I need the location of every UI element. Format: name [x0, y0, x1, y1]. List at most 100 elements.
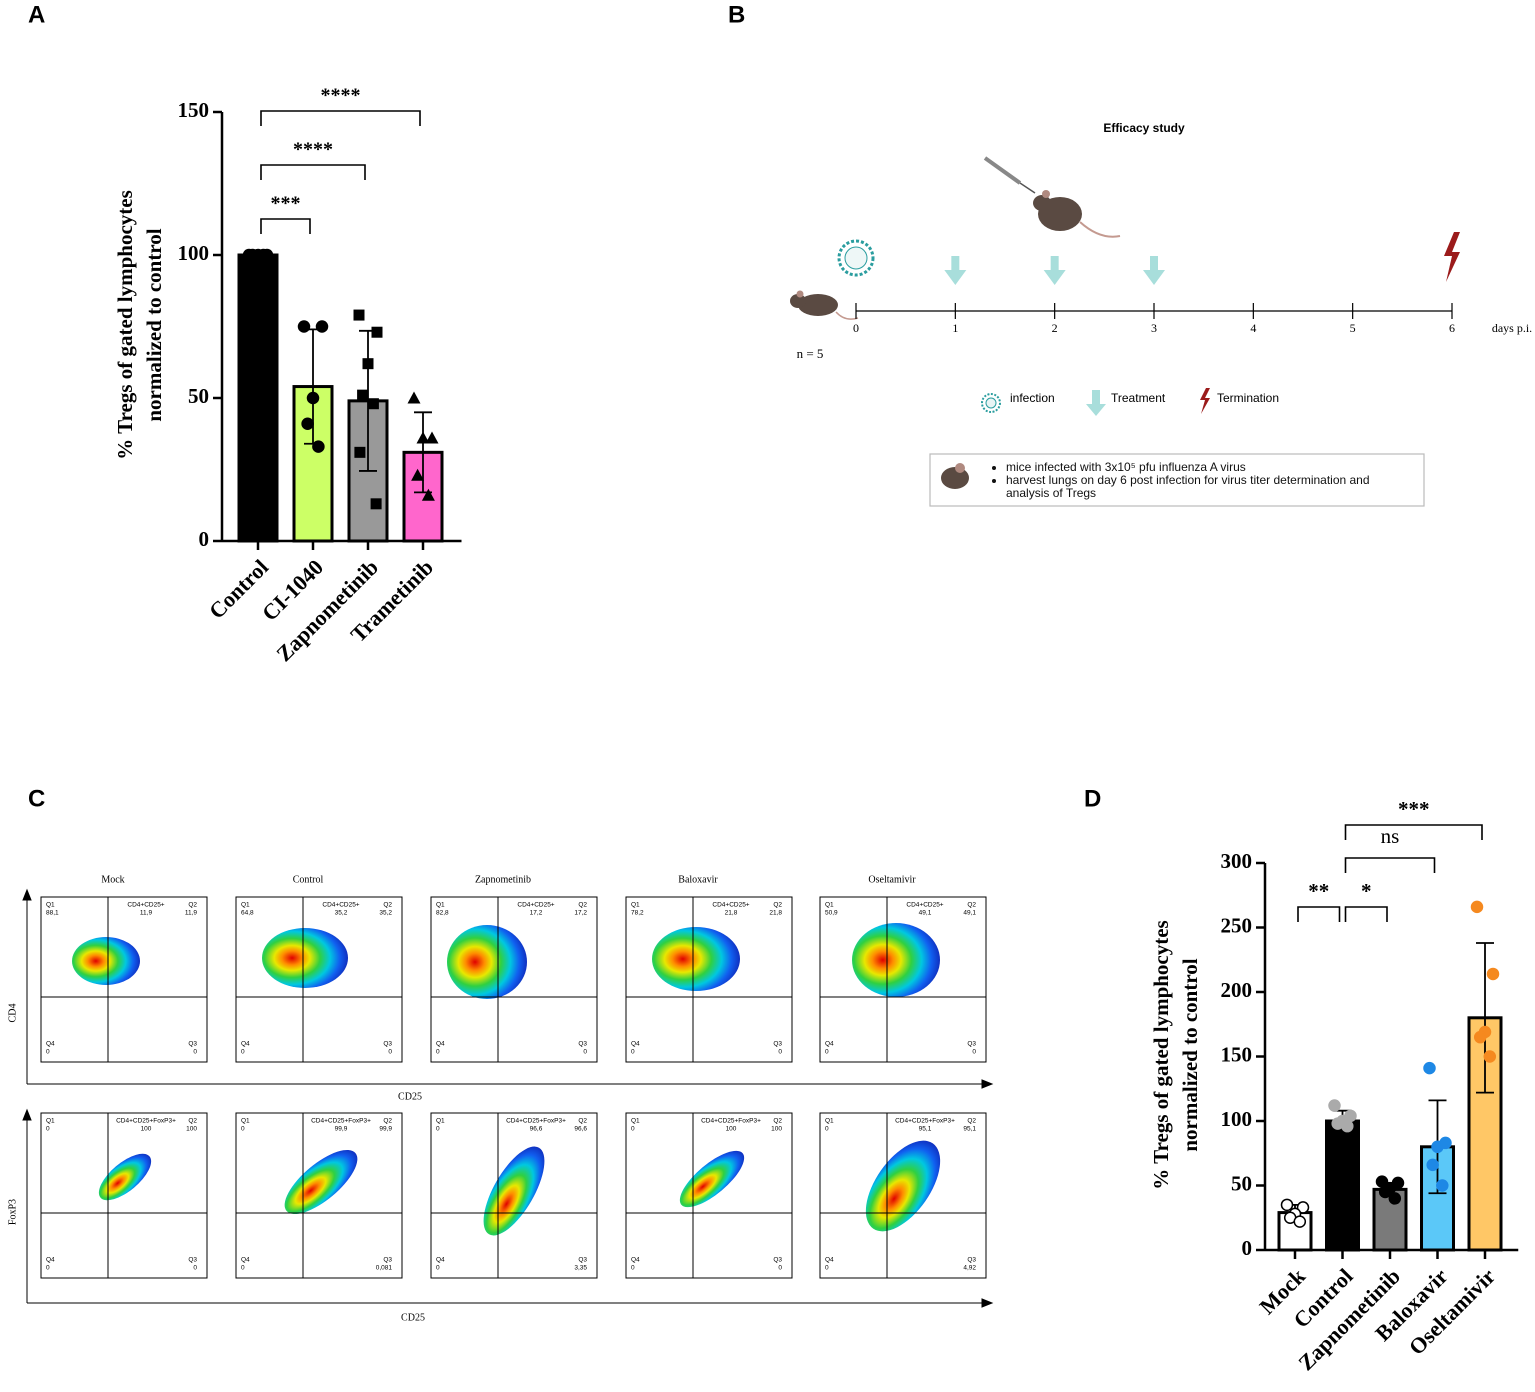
column-title: Baloxavir	[678, 874, 718, 885]
y-axis-label: normalized to control	[1178, 958, 1202, 1151]
quadrant-label: Q1	[631, 902, 640, 909]
quadrant-label: Q4	[436, 1257, 445, 1264]
data-point	[371, 326, 383, 338]
quadrant-label: 35,2	[379, 910, 392, 917]
quadrant-label: Q2	[188, 1118, 197, 1125]
density-blob	[652, 927, 740, 991]
quadrant-label: 0	[583, 1049, 587, 1056]
y-tick-label: 200	[1221, 978, 1253, 1002]
quadrant-label: 64,8	[241, 910, 254, 917]
quadrant-label: 49,1	[963, 910, 976, 917]
data-point	[357, 389, 369, 401]
quadrant-label: Q2	[578, 902, 587, 909]
legend-label: Termination	[1217, 391, 1279, 405]
significance-label: ****	[293, 139, 333, 161]
bar	[1325, 1119, 1360, 1252]
density-blob	[262, 928, 348, 988]
quadrant-label: Q4	[825, 1041, 834, 1048]
significance-label: **	[1308, 879, 1329, 903]
quadrant-label: CD4+CD25+	[712, 902, 749, 909]
data-point	[1483, 1050, 1497, 1063]
data-point	[297, 320, 311, 333]
quadrant-label: Q4	[631, 1041, 640, 1048]
density-blob	[679, 1150, 745, 1208]
data-point	[301, 417, 314, 430]
infection-icon-core	[844, 246, 868, 270]
plot-frame	[40, 1112, 208, 1279]
quadrant-label: Q2	[578, 1118, 587, 1125]
panel-label: D	[1084, 785, 1101, 812]
quadrant-label: 0	[631, 1126, 635, 1133]
quadrant-label: 11,9	[140, 910, 153, 917]
quadrant-label: Q1	[46, 1118, 55, 1125]
column-title: Mock	[101, 874, 124, 885]
quadrant-label: 0	[436, 1049, 440, 1056]
data-point	[257, 248, 270, 262]
group-size: n = 5	[797, 346, 824, 361]
significance-bracket	[1344, 906, 1388, 922]
quadrant-label: CD4+CD25+FoxP3+	[701, 1118, 761, 1125]
quadrant-label: 0	[631, 1265, 635, 1272]
y-axis-label: % Tregs of gated lymphocytes	[1149, 920, 1173, 1189]
quadrant-label: 82,8	[436, 910, 449, 917]
quadrant-label: 0	[241, 1126, 245, 1133]
quadrant-label: Q2	[383, 1118, 392, 1125]
x-tick-label: 3	[1151, 321, 1157, 335]
y-tick-label: 100	[1221, 1107, 1253, 1131]
quadrant-label: 0	[631, 1049, 635, 1056]
quadrant-label: CD4+CD25+	[906, 902, 943, 909]
quadrant-label: 4,92	[963, 1265, 976, 1272]
column-title: Oseltamivir	[868, 874, 916, 885]
bar	[237, 253, 279, 543]
note: mice infected with 3x10⁵ pfu influenza A…	[1006, 461, 1412, 474]
data-point	[1341, 1119, 1354, 1133]
quadrant-label: Q4	[436, 1041, 445, 1048]
significance-bracket	[1344, 824, 1483, 840]
quadrant-label: 88,1	[46, 910, 59, 917]
data-point	[306, 391, 320, 405]
treatment-arrow	[944, 256, 967, 285]
y-axis-label: % Tregs of gated lymphocytes	[113, 190, 137, 459]
y-axis-label: FoxP3	[7, 1199, 18, 1225]
quadrant-label: Q2	[773, 1118, 782, 1125]
flow-axes	[22, 888, 994, 1308]
quadrant-label: 100	[186, 1126, 197, 1133]
x-tick-label: 2	[1052, 321, 1058, 335]
y-tick-label: 150	[178, 98, 210, 122]
x-tick-label: 0	[853, 321, 859, 335]
quadrant-label: Q2	[967, 902, 976, 909]
quadrant-label: Q4	[241, 1041, 250, 1048]
infection-icon	[837, 239, 875, 277]
notes: mice infected with 3x10⁵ pfu influenza A…	[992, 461, 1412, 505]
legend-icon	[1200, 388, 1210, 414]
panel-label: B	[728, 1, 745, 28]
quadrant-label: 21,8	[725, 910, 738, 917]
density-blob	[98, 1153, 152, 1201]
quadrant-label: 17,2	[574, 910, 587, 917]
quadrant-label: 0	[778, 1049, 782, 1056]
quadrant-label: Q3	[967, 1041, 976, 1048]
termination-icon	[1444, 232, 1460, 282]
y-tick-label: 0	[199, 527, 210, 551]
data-point	[1470, 900, 1484, 914]
significance-bracket	[260, 110, 421, 126]
density-blob	[447, 925, 527, 999]
y-tick-label: 250	[1221, 913, 1253, 937]
quadrant-label: Q1	[46, 902, 55, 909]
quadrant-label: CD4+CD25+FoxP3+	[895, 1118, 955, 1125]
data-point	[312, 440, 325, 453]
mouse-injection-icon	[983, 156, 1121, 238]
quadrant-label: CD4+CD25+	[127, 902, 164, 909]
significance-bracket	[260, 164, 366, 180]
y-tick-label: 300	[1221, 849, 1253, 873]
y-axis-label: CD4	[7, 1004, 18, 1023]
x-axis-label: CD25	[398, 1091, 422, 1102]
quadrant-label: Q3	[383, 1041, 392, 1048]
panel-label: A	[28, 1, 45, 28]
quadrant-label: Q1	[436, 902, 445, 909]
x-axis-label: CD25	[401, 1312, 425, 1323]
